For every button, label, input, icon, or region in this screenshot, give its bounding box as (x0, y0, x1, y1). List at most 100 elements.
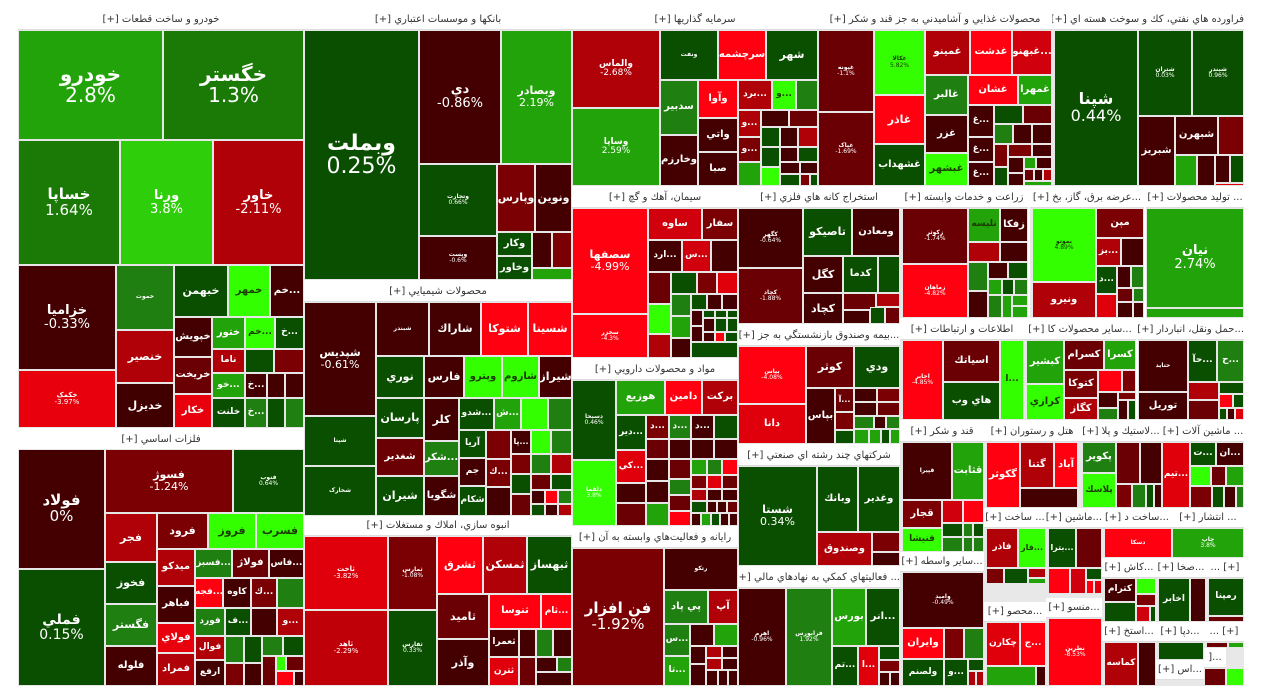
stock-tile[interactable]: دلقما 3.8% (572, 460, 616, 526)
stock-tile[interactable]: ثاخت -3.82% (304, 536, 388, 610)
sector-title[interactable]: سرمايه گذاريها [+] (572, 10, 818, 30)
stock-tile[interactable]: کگهر -0.64% (738, 208, 803, 268)
stock-tile[interactable]: غزر (925, 115, 968, 153)
stock-tile[interactable]: ...تيم (1162, 442, 1190, 508)
stock-tile[interactable]: فاذر (986, 528, 1018, 568)
stock-tile[interactable]: نطرین -8.53% (1048, 618, 1102, 686)
stock-tile[interactable] (1136, 578, 1156, 594)
stock-tile[interactable]: ...ا (1000, 340, 1024, 420)
stock-tile[interactable]: ...خ (245, 373, 267, 398)
sector-title[interactable]: هتل و رستوران [+] (984, 422, 1080, 442)
stock-tile[interactable]: آپ (708, 590, 738, 624)
sector-title[interactable]: ... انتشار [+] (1172, 508, 1244, 528)
stock-tile[interactable] (669, 439, 691, 459)
stock-tile[interactable] (968, 291, 988, 318)
stock-tile[interactable] (1117, 288, 1133, 302)
stock-tile[interactable] (646, 459, 669, 481)
sector-title[interactable]: ...لاستيك و پلا [+] (1080, 422, 1162, 442)
stock-tile[interactable]: غکالا 5.82% (874, 30, 925, 95)
stock-tile[interactable] (1138, 642, 1156, 686)
stock-tile[interactable]: وآوا (698, 80, 738, 118)
stock-tile[interactable] (1070, 568, 1086, 594)
stock-tile[interactable] (780, 147, 798, 162)
sector-title[interactable]: مواد و محصولات دارويي [+] (572, 360, 738, 380)
sector-title[interactable]: ...محصو [+] (984, 602, 1046, 622)
stock-tile[interactable]: فسرب (256, 513, 304, 549)
stock-tile[interactable]: ...آ (835, 388, 854, 412)
stock-tile[interactable] (879, 646, 900, 660)
stock-tile[interactable]: خبهمن (174, 265, 228, 317)
stock-tile[interactable]: ...غ (968, 105, 994, 137)
stock-tile[interactable]: وپارس (497, 164, 535, 232)
stock-tile[interactable] (874, 416, 886, 429)
stock-tile[interactable] (1008, 144, 1032, 157)
stock-tile[interactable]: ونفت (660, 30, 718, 80)
stock-tile[interactable] (879, 660, 900, 672)
stock-tile[interactable] (727, 310, 738, 318)
stock-tile[interactable] (691, 342, 738, 358)
stock-tile[interactable]: ...ت (1190, 442, 1216, 466)
stock-tile[interactable]: چكارن (986, 622, 1020, 666)
sector-title[interactable]: رايانه و فعاليت‌هاي وابسته به آن [+] (572, 528, 738, 548)
stock-tile[interactable]: ...غ (968, 162, 994, 186)
stock-tile[interactable]: گكوثر (986, 442, 1020, 508)
stock-tile[interactable] (1154, 484, 1162, 508)
sector-title[interactable]: ...اس [+] (1156, 660, 1204, 680)
stock-tile[interactable] (1036, 666, 1046, 686)
stock-tile[interactable] (701, 513, 711, 526)
sector-title[interactable]: محصولات غذايي و آشاميدني به جز قند و شكر… (818, 10, 1052, 30)
stock-tile[interactable]: ...د (1096, 266, 1117, 294)
stock-tile[interactable]: خاور -2.11% (213, 140, 304, 265)
stock-tile[interactable] (1096, 294, 1117, 318)
stock-tile[interactable] (511, 474, 531, 494)
stock-tile[interactable] (968, 659, 984, 671)
stock-tile[interactable]: فروز (208, 513, 256, 549)
stock-tile[interactable] (1008, 173, 1024, 186)
stock-tile[interactable] (994, 144, 1008, 167)
sector-title[interactable]: ...استخ [+] (1102, 622, 1156, 642)
stock-tile[interactable] (276, 656, 286, 671)
stock-tile[interactable] (646, 503, 669, 526)
stock-tile[interactable]: ...ك (486, 459, 511, 487)
stock-tile[interactable] (1190, 578, 1206, 622)
stock-tile[interactable] (691, 513, 701, 526)
stock-tile[interactable]: ونوين (535, 164, 572, 232)
stock-tile[interactable]: ...غ (968, 137, 994, 162)
stock-tile[interactable]: ثبهساز (527, 536, 572, 594)
stock-tile[interactable] (715, 318, 727, 332)
stock-tile[interactable] (706, 646, 722, 658)
stock-tile[interactable]: وكار (497, 232, 532, 256)
stock-tile[interactable]: هاي وب (943, 382, 1000, 420)
stock-tile[interactable] (1012, 295, 1028, 306)
stock-tile[interactable]: ...خم (245, 317, 275, 349)
stock-tile[interactable] (1012, 306, 1028, 318)
stock-tile[interactable] (854, 388, 877, 402)
stock-tile[interactable]: ومعادن (852, 208, 900, 256)
stock-tile[interactable] (890, 672, 900, 686)
stock-tile[interactable]: ...د (691, 415, 714, 439)
stock-tile[interactable] (648, 272, 671, 304)
stock-tile[interactable]: نوري (376, 356, 424, 398)
stock-tile[interactable] (877, 402, 900, 416)
stock-tile[interactable]: ...خ (275, 317, 304, 349)
stock-tile[interactable] (1188, 400, 1219, 420)
stock-tile[interactable] (976, 671, 984, 686)
stock-tile[interactable] (711, 240, 738, 272)
stock-tile[interactable] (800, 162, 818, 174)
stock-tile[interactable] (1032, 144, 1052, 157)
stock-tile[interactable]: آباد (1054, 442, 1078, 488)
stock-tile[interactable]: قجار (902, 500, 942, 528)
stock-tile[interactable]: فجر (105, 513, 157, 562)
stock-tile[interactable] (1208, 616, 1244, 622)
stock-tile[interactable]: خساپا 1.64% (18, 140, 120, 265)
stock-tile[interactable] (1116, 442, 1140, 484)
stock-tile[interactable] (796, 80, 818, 110)
stock-tile[interactable] (1098, 370, 1122, 392)
stock-tile[interactable] (706, 658, 722, 670)
stock-tile[interactable] (722, 646, 738, 658)
stock-tile[interactable] (835, 430, 854, 444)
stock-tile[interactable]: ...ثام (541, 594, 572, 629)
stock-tile[interactable] (690, 646, 706, 664)
stock-tile[interactable]: ساوه (648, 208, 702, 240)
stock-tile[interactable] (715, 310, 727, 318)
